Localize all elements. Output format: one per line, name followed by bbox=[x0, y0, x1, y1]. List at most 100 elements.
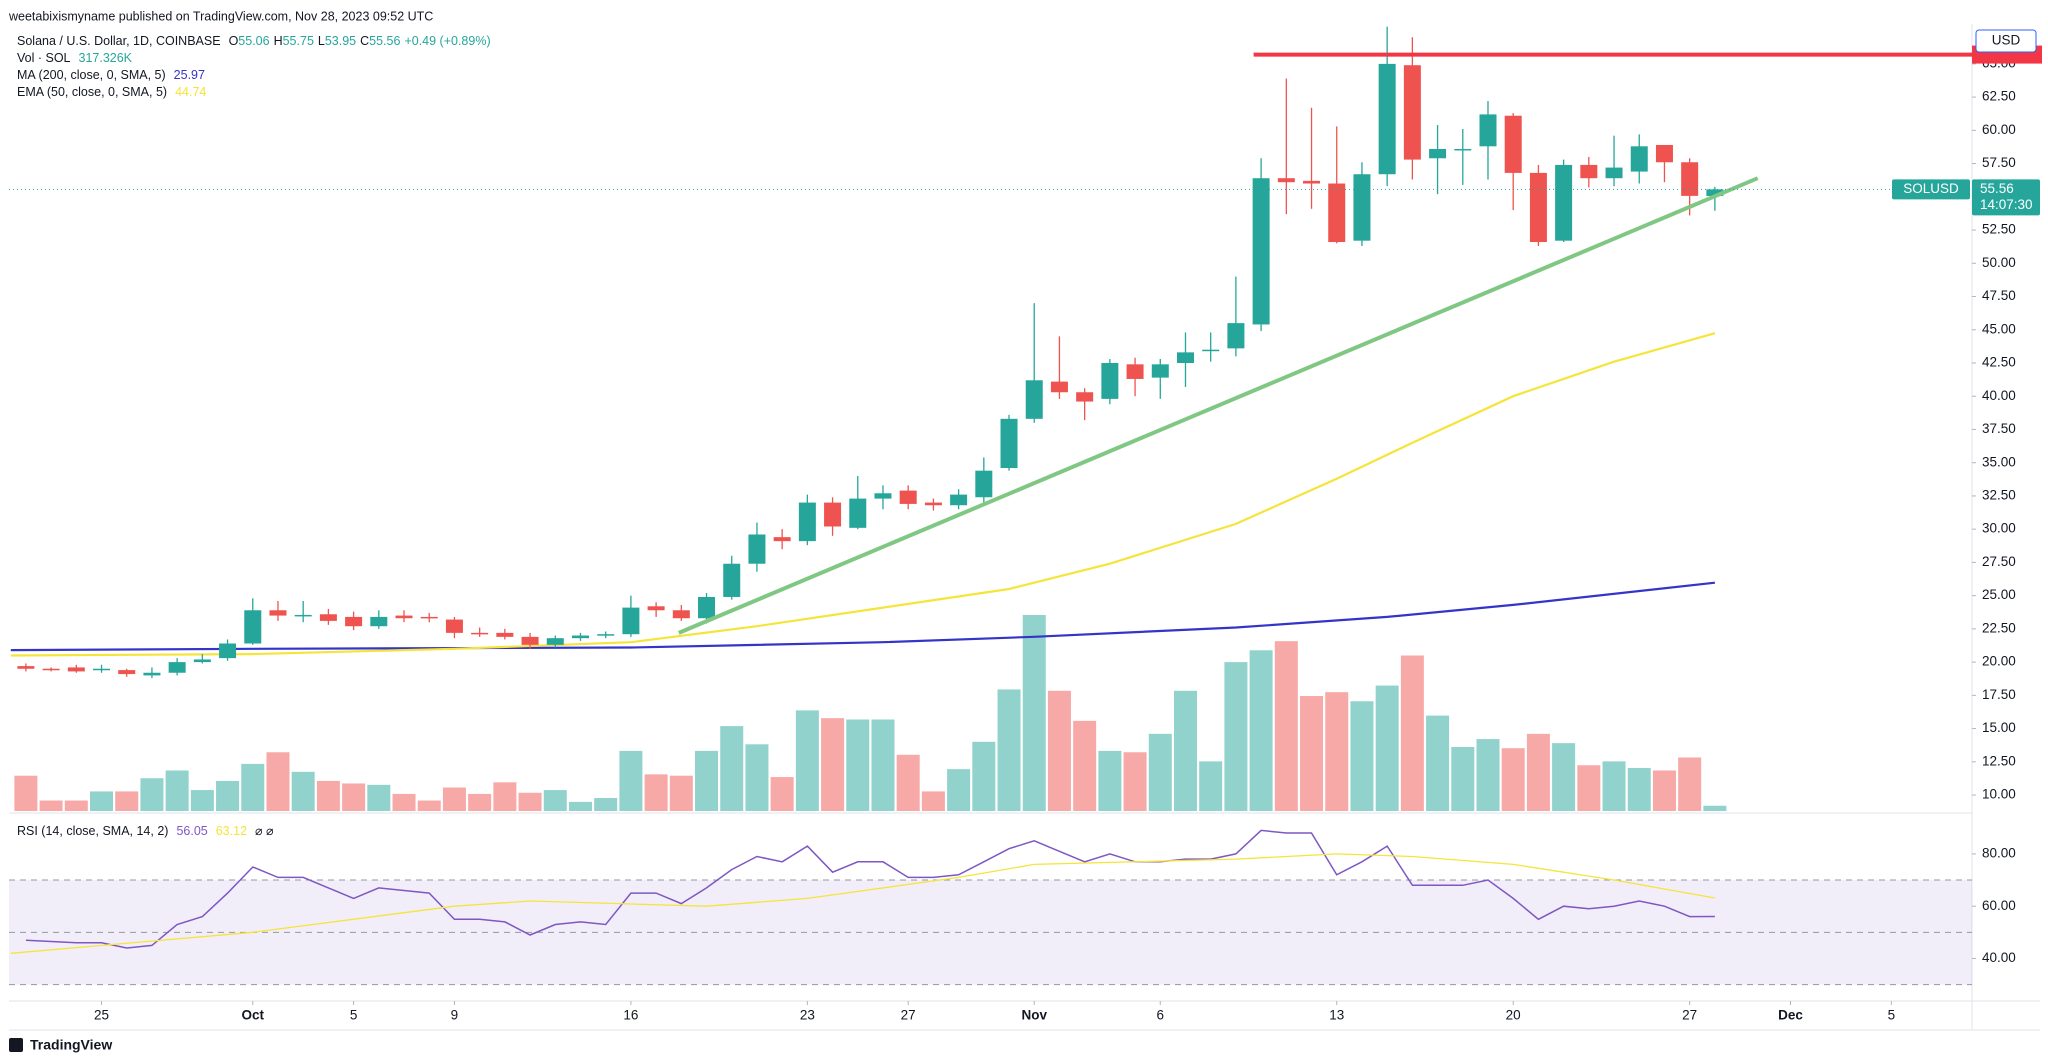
y-tick-label: 60.00 bbox=[1982, 898, 2016, 913]
x-tick-label: Nov bbox=[1021, 1008, 1047, 1023]
volume-bar bbox=[972, 741, 996, 811]
candle-body bbox=[1025, 380, 1043, 419]
volume-bar bbox=[518, 792, 542, 811]
candle-body bbox=[824, 502, 842, 527]
legend-value: 55.06 bbox=[238, 34, 269, 48]
candle-body bbox=[1202, 349, 1220, 352]
legend-suffix: ⌀ ⌀ bbox=[255, 824, 274, 838]
candle-body bbox=[1529, 172, 1547, 243]
y-tick-label: 40.00 bbox=[1982, 388, 2016, 403]
logo bbox=[9, 1038, 23, 1052]
candle-body bbox=[496, 632, 514, 637]
y-tick-label: 50.00 bbox=[1982, 255, 2016, 270]
volume-bar bbox=[140, 778, 164, 811]
volume-bar bbox=[1047, 690, 1071, 811]
candle-body bbox=[950, 494, 968, 506]
volume-bar bbox=[1678, 757, 1702, 811]
x-tick-label: 5 bbox=[350, 1008, 358, 1023]
moving-average bbox=[10, 332, 1716, 657]
candle-body bbox=[294, 614, 312, 617]
volume-bar bbox=[745, 744, 769, 811]
legend: MA (200, close, 0, SMA, 5) 25.97 bbox=[17, 68, 205, 82]
y-tick-label: 35.00 bbox=[1982, 454, 2016, 469]
legend-letter: L bbox=[318, 34, 325, 48]
candle-body bbox=[1252, 178, 1270, 325]
candle-body bbox=[1076, 392, 1094, 402]
candle-body bbox=[622, 607, 640, 635]
y-tick-label: 27.50 bbox=[1982, 554, 2016, 569]
candle-body bbox=[219, 643, 237, 659]
candle-body bbox=[1151, 364, 1169, 378]
y-tick-label: 22.50 bbox=[1982, 620, 2016, 635]
x-tick-label: 27 bbox=[901, 1008, 916, 1023]
candle-body bbox=[269, 610, 287, 616]
x-tick-label: 13 bbox=[1329, 1008, 1344, 1023]
candle-body bbox=[571, 635, 589, 639]
candle-body bbox=[672, 610, 690, 619]
volume-bar bbox=[1602, 761, 1626, 811]
candle-body bbox=[1403, 65, 1421, 160]
header: weetabixismyname published on TradingVie… bbox=[8, 9, 433, 23]
legend-value: 44.74 bbox=[175, 85, 206, 99]
legend-letter: C bbox=[360, 34, 369, 48]
axis-unit: USD bbox=[1992, 33, 2021, 48]
x-tick-label: 9 bbox=[451, 1008, 459, 1023]
legend: Solana / U.S. Dollar, 1D, COINBASE O55.06… bbox=[17, 34, 491, 48]
y-tick-label: 45.00 bbox=[1982, 321, 2016, 336]
legend: RSI (14, close, SMA, 14, 2) 56.05 63.12 ⌀ ⌀ bbox=[17, 824, 274, 838]
volume-bar bbox=[241, 763, 265, 811]
candle-body bbox=[1454, 148, 1472, 151]
candle-body bbox=[1050, 381, 1068, 393]
y-tick-label: 10.00 bbox=[1982, 787, 2016, 802]
y-tick-label: 25.00 bbox=[1982, 587, 2016, 602]
legend-name: EMA (50, close, 0, SMA, 5) bbox=[17, 85, 167, 99]
volume-bar bbox=[367, 784, 391, 811]
rsi-line bbox=[25, 829, 1715, 949]
volume-bar bbox=[1577, 765, 1601, 811]
volume-bar bbox=[1224, 662, 1248, 811]
candle-body bbox=[1353, 174, 1371, 241]
footer: TradingView bbox=[30, 1037, 112, 1053]
y-tick-label: 30.00 bbox=[1982, 521, 2016, 536]
candle-body bbox=[698, 596, 716, 619]
volume-bar bbox=[1552, 743, 1576, 811]
symbol-tag bbox=[1892, 179, 1970, 200]
candle-body bbox=[1555, 164, 1573, 241]
candle-body bbox=[1580, 164, 1598, 179]
unit-box bbox=[1975, 29, 2037, 53]
y-tick-label: 62.50 bbox=[1982, 89, 2016, 104]
volume-bar bbox=[1627, 767, 1651, 811]
volume-bar bbox=[1476, 739, 1500, 811]
candle-body bbox=[445, 619, 463, 633]
candle-body bbox=[1504, 115, 1522, 173]
volume-bar bbox=[846, 719, 870, 811]
volume-bar bbox=[493, 782, 517, 811]
legend-value: 53.95 bbox=[325, 34, 356, 48]
volume-bar bbox=[1249, 650, 1273, 811]
candle-body bbox=[471, 632, 489, 635]
candle-body bbox=[395, 615, 413, 619]
rsi-line bbox=[10, 853, 1716, 954]
candle-body bbox=[1630, 146, 1648, 172]
volume-bar bbox=[594, 798, 618, 811]
legend-name: Vol · SOL bbox=[17, 51, 71, 65]
candle-body bbox=[1605, 167, 1623, 179]
candle-body bbox=[798, 502, 816, 542]
volume-bar bbox=[871, 719, 895, 811]
last-price-tag bbox=[1972, 179, 2040, 216]
volume-bar bbox=[316, 780, 340, 811]
legend-value: 25.97 bbox=[174, 68, 205, 82]
volume-bar bbox=[770, 777, 794, 811]
candle-body bbox=[975, 470, 993, 498]
candle-body bbox=[748, 534, 766, 564]
volume-bar bbox=[1173, 690, 1197, 811]
volume-bar bbox=[14, 775, 38, 811]
legend-value: 63.12 bbox=[216, 824, 247, 838]
x-tick-label: 16 bbox=[623, 1008, 638, 1023]
candle-body bbox=[168, 662, 186, 673]
candle-body bbox=[874, 493, 892, 499]
volume-bar bbox=[190, 790, 214, 811]
volume-bar bbox=[1073, 720, 1097, 811]
volume-bar bbox=[1325, 692, 1349, 811]
